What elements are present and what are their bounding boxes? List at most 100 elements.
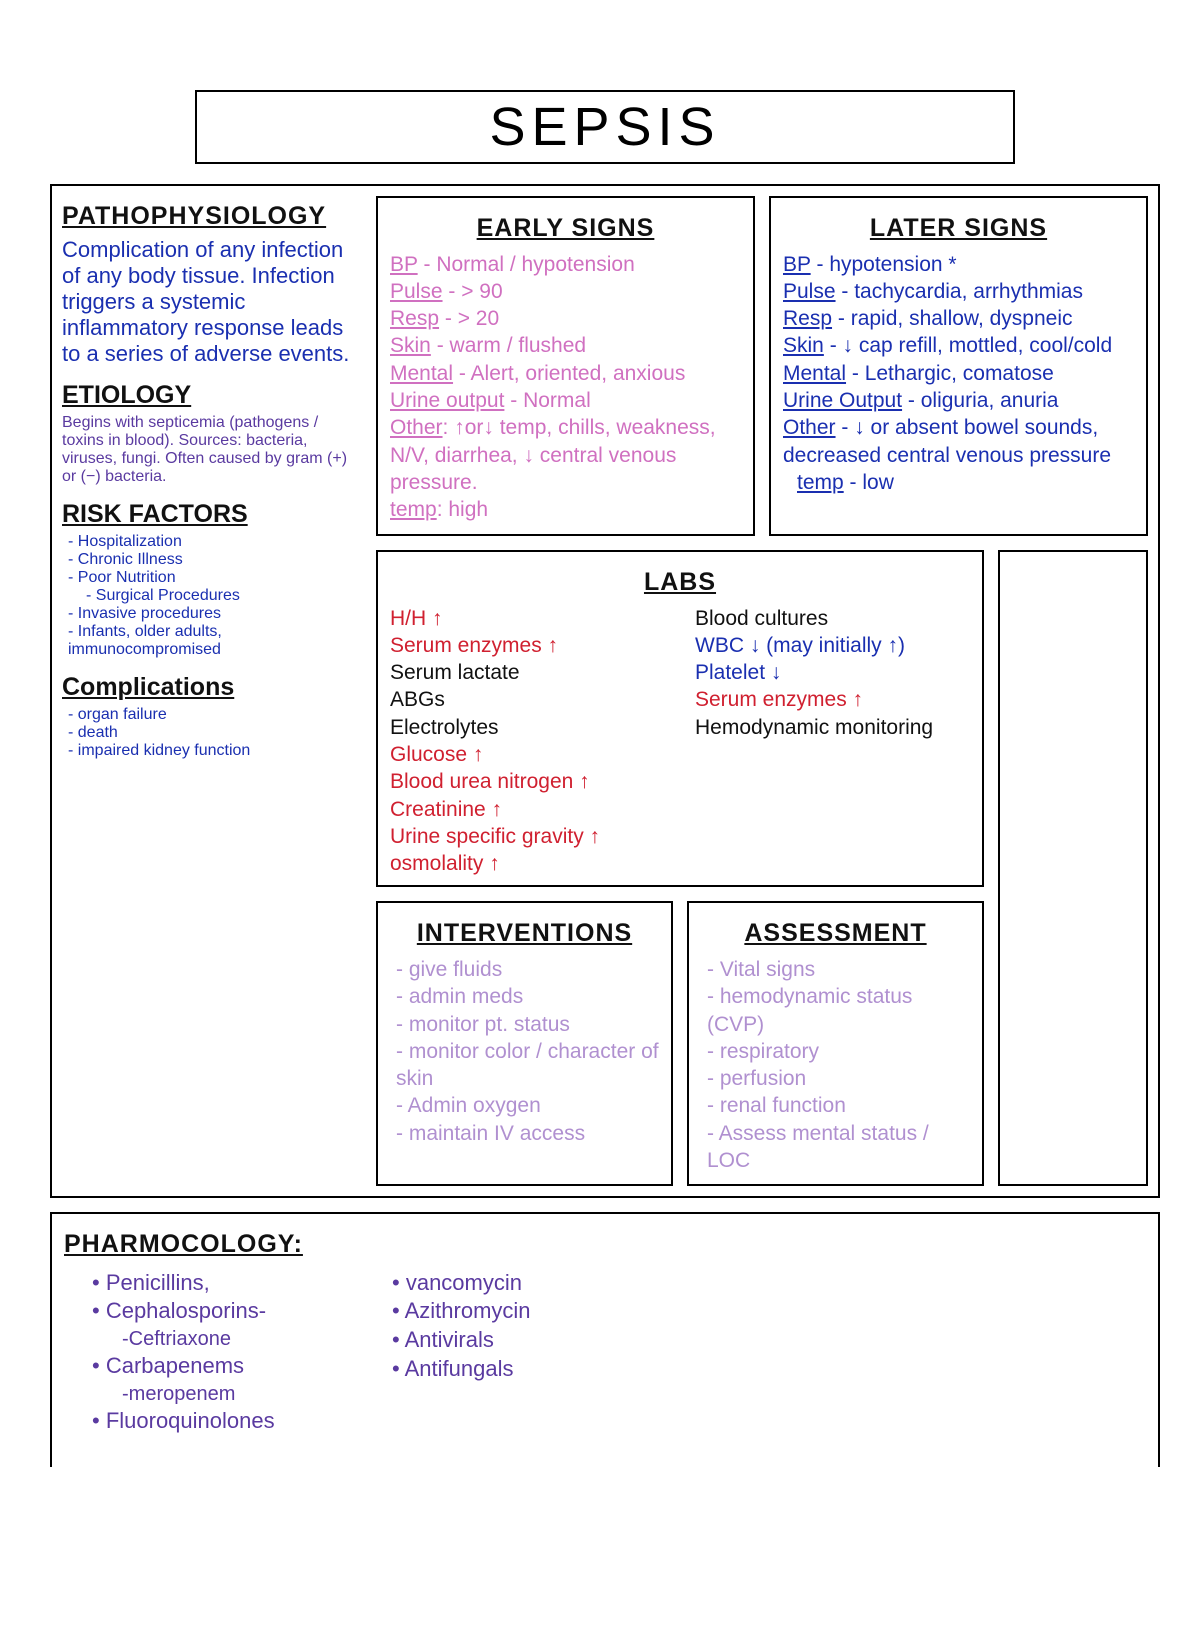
list-item: Antivirals <box>392 1326 531 1355</box>
early-signs-box: EARLY SIGNS BP - Normal / hypotension Pu… <box>376 196 755 536</box>
list-item: Penicillins, <box>92 1269 324 1298</box>
label: Mental <box>390 362 453 385</box>
etiology-heading: ETIOLOGY <box>62 381 362 410</box>
label: BP <box>783 253 811 276</box>
pharmacology-heading: PHARMOCOLOGY: <box>64 1228 1146 1261</box>
list-item: Hospitalization <box>68 533 362 551</box>
lab-item: Electrolytes <box>390 714 665 741</box>
complications-heading: Complications <box>62 673 362 702</box>
list-item: Fluoroquinolones <box>92 1407 324 1436</box>
list-item: Carbapenems-meropenem <box>92 1352 324 1407</box>
list-item: perfusion <box>707 1065 970 1092</box>
value: warm / flushed <box>450 334 587 357</box>
list-item: Antifungals <box>392 1355 531 1384</box>
interventions-list: give fluids admin meds monitor pt. statu… <box>390 956 659 1147</box>
value: Normal <box>523 389 591 412</box>
label: Mental <box>783 362 846 385</box>
lab-item: Platelet ↓ <box>695 659 970 686</box>
assessment-list: Vital signs hemodynamic status (CVP) res… <box>701 956 970 1174</box>
list-item: renal function <box>707 1092 970 1119</box>
early-signs-list: BP - Normal / hypotension Pulse - > 90 R… <box>390 251 741 524</box>
lab-item: Hemodynamic monitoring <box>695 714 970 741</box>
page-title: SEPSIS <box>195 90 1015 164</box>
lab-item: WBC ↓ (may initially ↑) <box>695 632 970 659</box>
label: Other <box>390 416 443 439</box>
lab-item: Blood urea nitrogen ↑ <box>390 768 665 795</box>
value: Alert, oriented, anxious <box>471 362 686 385</box>
list-item: Surgical Procedures <box>68 587 362 605</box>
interventions-box: INTERVENTIONS give fluids admin meds mon… <box>376 901 673 1186</box>
list-item: monitor pt. status <box>396 1011 659 1038</box>
interventions-heading: INTERVENTIONS <box>390 917 659 950</box>
labs-box: LABS H/H ↑ Serum enzymes ↑ Serum lactate… <box>376 550 984 887</box>
labs-heading: LABS <box>390 566 970 599</box>
list-item: Invasive procedures <box>68 605 362 623</box>
risk-factors-list: Hospitalization Chronic Illness Poor Nut… <box>62 533 362 659</box>
value: rapid, shallow, dyspneic <box>851 307 1073 330</box>
lab-item: Serum enzymes ↑ <box>390 632 665 659</box>
value: > 90 <box>461 280 502 303</box>
labs-left-col: H/H ↑ Serum enzymes ↑ Serum lactate ABGs… <box>390 605 665 878</box>
value: oliguria, anuria <box>921 389 1059 412</box>
pathophysiology-heading: PATHOPHYSIOLOGY <box>62 202 362 231</box>
label: Resp <box>390 307 439 330</box>
assessment-box: ASSESSMENT Vital signs hemodynamic statu… <box>687 901 984 1186</box>
list-item: maintain IV access <box>396 1120 659 1147</box>
label: temp <box>797 471 844 494</box>
lab-item: Urine specific gravity ↑ <box>390 823 665 850</box>
label: Skin <box>390 334 431 357</box>
list-item: vancomycin <box>392 1269 531 1298</box>
lab-item: osmolality ↑ <box>390 850 665 877</box>
list-item: Azithromycin <box>392 1297 531 1326</box>
early-signs-heading: EARLY SIGNS <box>390 212 741 245</box>
value: ↓ cap refill, mottled, cool/cold <box>843 334 1113 357</box>
etiology-text: Begins with septicemia (pathogens / toxi… <box>62 414 362 486</box>
later-signs-list: BP - hypotension * Pulse - tachycardia, … <box>783 251 1134 497</box>
risk-factors-heading: RISK FACTORS <box>62 500 362 529</box>
pharm-col1: Penicillins, Cephalosporins--Ceftriaxone… <box>64 1269 324 1435</box>
lab-item: ABGs <box>390 686 665 713</box>
lab-item: Blood cultures <box>695 605 970 632</box>
label: temp <box>390 498 437 521</box>
right-empty-box <box>998 550 1148 1186</box>
pharm-col2: vancomycin Azithromycin Antivirals Antif… <box>364 1269 531 1435</box>
list-item: Cephalosporins--Ceftriaxone <box>92 1297 324 1352</box>
complications-list: organ failure death impaired kidney func… <box>62 706 362 760</box>
value: low <box>862 471 894 494</box>
lab-item: H/H ↑ <box>390 605 665 632</box>
list-item: death <box>68 724 362 742</box>
lab-item: Glucose ↑ <box>390 741 665 768</box>
later-signs-heading: LATER SIGNS <box>783 212 1134 245</box>
later-signs-box: LATER SIGNS BP - hypotension * Pulse - t… <box>769 196 1148 536</box>
labs-right-col: Blood cultures WBC ↓ (may initially ↑) P… <box>695 605 970 878</box>
list-item: give fluids <box>396 956 659 983</box>
pharmacology-box: PHARMOCOLOGY: Penicillins, Cephalosporin… <box>50 1212 1160 1467</box>
list-item: organ failure <box>68 706 362 724</box>
label: Skin <box>783 334 824 357</box>
pathophysiology-text: Complication of any infection of any bod… <box>62 237 362 367</box>
label: Pulse <box>390 280 443 303</box>
label: Urine output <box>390 389 504 412</box>
value: Lethargic, comatose <box>865 362 1054 385</box>
value: hypotension * <box>829 253 956 276</box>
list-item: Assess mental status / LOC <box>707 1120 970 1175</box>
list-item: admin meds <box>396 983 659 1010</box>
list-item: hemodynamic status (CVP) <box>707 983 970 1038</box>
list-item: Infants, older adults, immunocompromised <box>68 623 362 659</box>
main-outer-frame: PATHOPHYSIOLOGY Complication of any infe… <box>50 184 1160 1198</box>
label: Urine Output <box>783 389 902 412</box>
list-item: monitor color / character of skin <box>396 1038 659 1093</box>
list-item: Poor Nutrition <box>68 569 362 587</box>
label: Resp <box>783 307 832 330</box>
label: BP <box>390 253 418 276</box>
list-item: Chronic Illness <box>68 551 362 569</box>
list-item: Vital signs <box>707 956 970 983</box>
page: SEPSIS PATHOPHYSIOLOGY Complication of a… <box>0 0 1200 1651</box>
lab-item: Creatinine ↑ <box>390 796 665 823</box>
assessment-heading: ASSESSMENT <box>701 917 970 950</box>
value: tachycardia, arrhythmias <box>854 280 1083 303</box>
value: Normal / hypotension <box>436 253 634 276</box>
lab-item: Serum lactate <box>390 659 665 686</box>
list-item: Admin oxygen <box>396 1092 659 1119</box>
center-column: EARLY SIGNS BP - Normal / hypotension Pu… <box>376 196 1148 1186</box>
